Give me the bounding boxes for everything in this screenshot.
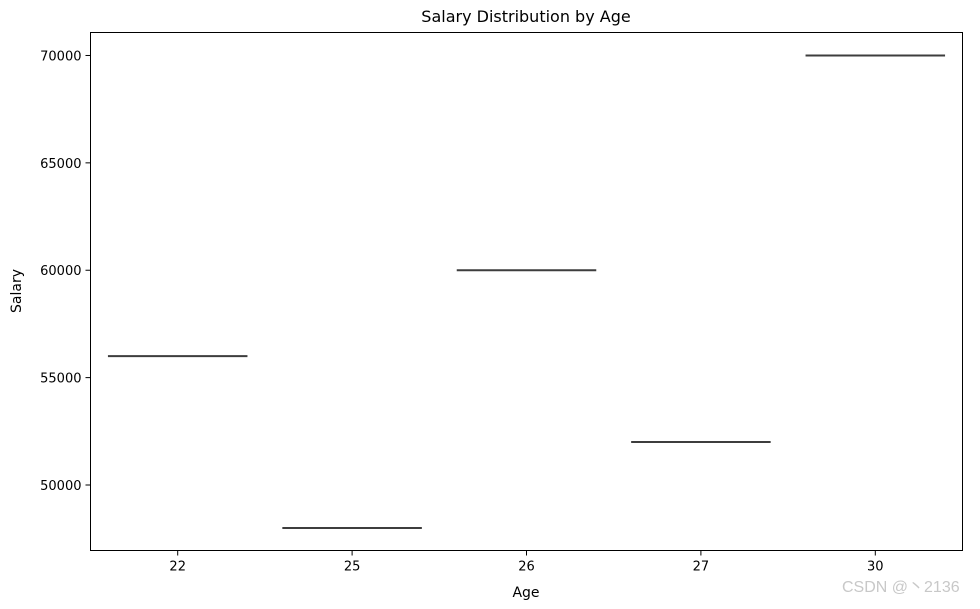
y-tick-label: 70000	[40, 49, 81, 64]
y-tick-label: 50000	[40, 479, 81, 494]
y-tick-label: 65000	[40, 157, 81, 172]
x-tick-label: 25	[344, 560, 361, 575]
x-tick-label: 26	[518, 560, 535, 575]
plot-area	[90, 32, 963, 551]
watermark: CSDN @丶2136	[842, 579, 960, 596]
x-axis-label: Age	[512, 585, 539, 601]
chart-title: Salary Distribution by Age	[421, 7, 630, 26]
x-tick-label: 30	[867, 560, 884, 575]
y-axis-label: Salary	[9, 269, 25, 313]
x-tick-label: 27	[693, 560, 710, 575]
y-tick-label: 55000	[40, 372, 81, 387]
y-tick-label: 60000	[40, 264, 81, 279]
x-tick-label: 22	[169, 560, 186, 575]
